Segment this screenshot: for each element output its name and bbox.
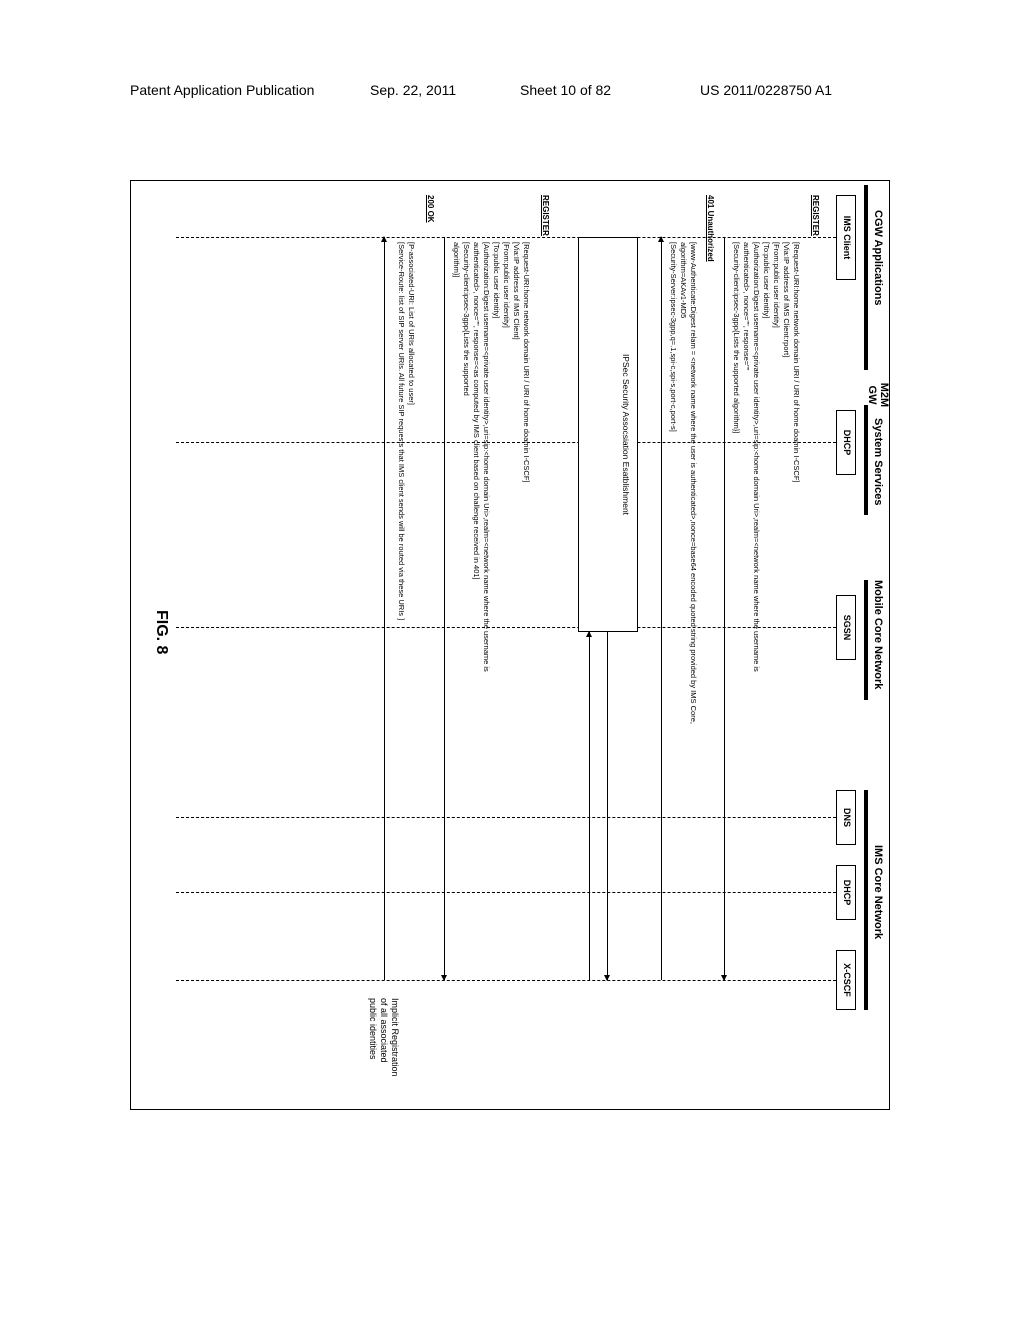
arrow-ipsec-right	[607, 632, 608, 980]
figure-label: FIG. 8	[152, 610, 170, 654]
msg3-line0: [Request-URI:home network domain URI / U…	[521, 242, 530, 483]
msg3-line2: [From:public user identity]	[501, 242, 510, 328]
arrow-200ok	[384, 237, 385, 980]
signal-200ok: 200 OK	[426, 195, 435, 223]
msg3-line3: [To:public user identity]	[491, 242, 500, 318]
node-sgsn: SGSN	[836, 595, 856, 660]
msg4-line0: [P-associated-URI: List of URIs allocate…	[406, 242, 415, 405]
msg1-line4: [Authorization:Digest username=<private …	[751, 242, 760, 672]
node-xcscf: X-CSCF	[836, 950, 856, 1010]
msg1-line1: [Via:IP address of IMS Client:rport]	[781, 242, 790, 357]
group-mcn-bar	[864, 580, 868, 700]
node-dns: DNS	[836, 790, 856, 845]
group-sys-bar	[864, 405, 868, 515]
node-dhcp2: DHCP	[836, 865, 856, 920]
msg1-line0: [Request-URI:home network domain URI / U…	[791, 242, 800, 483]
header-publication: Patent Application Publication	[130, 82, 314, 98]
msg3-line7: algorithm}]	[451, 242, 460, 277]
arrow-register-1	[724, 237, 725, 980]
node-ims-client: IMS Client	[836, 195, 856, 280]
arrow-ipsec-left	[589, 632, 590, 980]
msg3-line6: [Security-client:ipsec-3gpp{Lists the su…	[461, 242, 470, 396]
msg3-line4: [Authorization:Digest username=<private …	[481, 242, 490, 672]
msg3-line1: [Via:IP address of IMS Client]	[511, 242, 520, 340]
lifeline-dns	[176, 817, 836, 818]
header-date: Sep. 22, 2011	[370, 82, 456, 98]
group-mcn-label: Mobile Core Network	[872, 580, 884, 689]
signal-register-1: REGISTER	[811, 195, 820, 236]
lifeline-xcscf	[176, 980, 836, 981]
lifeline-dhcp1	[176, 442, 836, 443]
msg1-line2: [From:public user identity]	[771, 242, 780, 328]
msg1-line3: [To:public user identity]	[761, 242, 770, 318]
group-sys-label: System Services	[872, 418, 884, 505]
sequence-diagram: CGW Applications M2M GW System Services …	[130, 180, 890, 1110]
msg3-line5: authenticated>, nonce="", response=<as c…	[471, 242, 480, 580]
group-ims-bar	[864, 790, 868, 1010]
msg1-line6: [Security-client:ipsec-3gpp{Lists the su…	[731, 242, 740, 433]
arrow-register-2	[444, 237, 445, 980]
header-pubnum: US 2011/0228750 A1	[700, 82, 832, 98]
msg2-line0: [www-Authenticate:Digest relam = <networ…	[688, 242, 697, 724]
diagram-frame: CGW Applications M2M GW System Services …	[130, 180, 890, 1110]
msg1-line5: authenticated>, nonce="", response=""	[741, 242, 750, 370]
group-m2m-label: M2M GW	[866, 375, 890, 415]
lifeline-dhcp2	[176, 892, 836, 893]
side-note-implicit: Implicit Registration of all associated …	[368, 998, 400, 1088]
header-sheet: Sheet 10 of 82	[520, 82, 611, 98]
lifeline-sgsn	[176, 627, 836, 628]
group-ims-label: IMS Core Network	[872, 845, 884, 939]
ipsec-box: IPSec Security Assocsiation Esatblishmen…	[578, 237, 638, 632]
signal-401: 401 Unauthorized	[706, 195, 715, 262]
signal-register-2: REGISTER	[541, 195, 550, 236]
lifeline-ims-client	[176, 237, 836, 238]
group-cgw-label: CGW Applications	[872, 210, 884, 306]
node-dhcp1: DHCP	[836, 410, 856, 475]
msg4-line1: [Service-Route: list of SIP server URIs.…	[396, 242, 405, 620]
msg2-line1: algorithm=AKAv1-MD5	[678, 242, 687, 318]
group-cgw-bar	[864, 185, 868, 370]
arrow-401	[661, 237, 662, 980]
msg2-line2: [Security-Server:ipsec-3gpp,q=.1,spi-c,s…	[668, 242, 677, 432]
